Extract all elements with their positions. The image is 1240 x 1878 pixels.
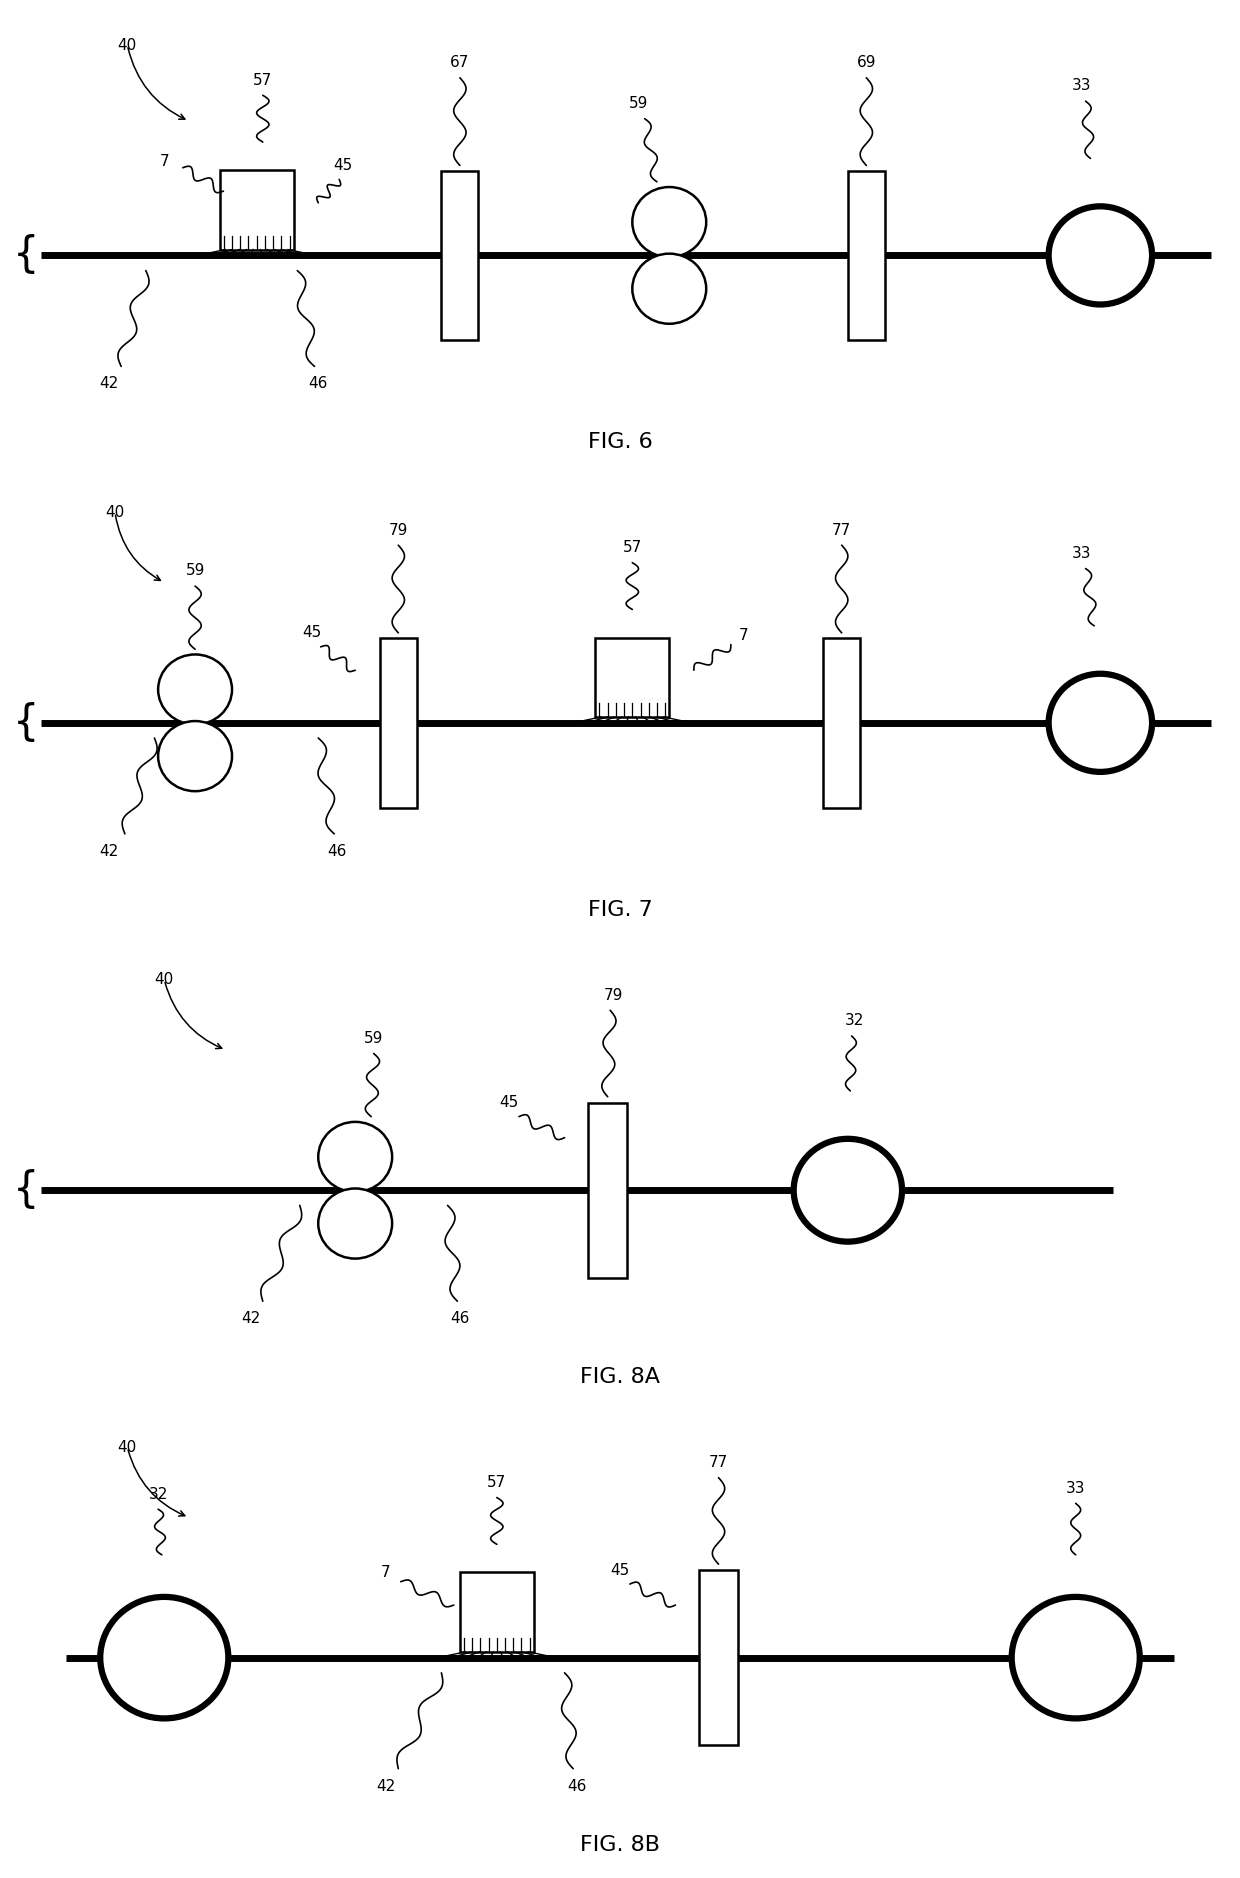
Bar: [460, 1572, 533, 1653]
Circle shape: [159, 721, 232, 791]
Text: 42: 42: [241, 1311, 260, 1326]
Text: 77: 77: [709, 1455, 728, 1470]
Text: FIG. 6: FIG. 6: [588, 432, 652, 453]
Text: 45: 45: [334, 158, 352, 173]
Text: 67: 67: [450, 54, 470, 69]
Text: FIG. 8A: FIG. 8A: [580, 1367, 660, 1388]
Text: 32: 32: [149, 1487, 167, 1502]
Text: 59: 59: [365, 1031, 383, 1046]
Bar: [379, 639, 417, 808]
Text: 57: 57: [253, 73, 273, 88]
Text: 57: 57: [622, 541, 642, 556]
Text: 33: 33: [1073, 546, 1091, 562]
Text: 57: 57: [487, 1474, 506, 1489]
Text: 40: 40: [118, 38, 136, 53]
Text: 46: 46: [327, 843, 346, 858]
Text: 79: 79: [604, 988, 624, 1003]
Text: 46: 46: [567, 1778, 587, 1793]
Circle shape: [632, 254, 707, 323]
Circle shape: [794, 1138, 901, 1241]
Text: 7: 7: [160, 154, 169, 169]
Bar: [823, 639, 861, 808]
Text: 33: 33: [1066, 1480, 1085, 1495]
Text: {: {: [14, 702, 40, 744]
Circle shape: [319, 1121, 392, 1193]
Text: 45: 45: [500, 1095, 518, 1110]
Bar: [219, 171, 294, 250]
Text: 45: 45: [610, 1562, 630, 1578]
Text: 42: 42: [377, 1778, 396, 1793]
Text: 69: 69: [857, 54, 877, 69]
Circle shape: [159, 654, 232, 725]
Text: 7: 7: [381, 1564, 391, 1579]
Bar: [595, 637, 670, 717]
Circle shape: [319, 1189, 392, 1258]
Text: {: {: [14, 235, 40, 276]
Text: 40: 40: [155, 973, 174, 988]
Bar: [441, 171, 479, 340]
Text: 45: 45: [303, 625, 321, 640]
Circle shape: [1012, 1596, 1140, 1718]
Text: 32: 32: [844, 1014, 864, 1029]
Text: 7: 7: [738, 627, 748, 642]
Text: 77: 77: [832, 522, 852, 537]
Text: 59: 59: [629, 96, 649, 111]
Text: 59: 59: [186, 563, 205, 578]
Text: 40: 40: [118, 1440, 136, 1455]
Circle shape: [1049, 674, 1152, 772]
Text: 79: 79: [388, 522, 408, 537]
Bar: [699, 1570, 738, 1745]
Text: 40: 40: [105, 505, 125, 520]
Text: FIG. 7: FIG. 7: [588, 900, 652, 920]
Circle shape: [632, 188, 707, 257]
Text: {: {: [14, 1170, 40, 1211]
Circle shape: [1049, 207, 1152, 304]
Text: 33: 33: [1073, 79, 1091, 94]
Circle shape: [100, 1596, 228, 1718]
Bar: [588, 1102, 627, 1277]
Text: 46: 46: [450, 1311, 470, 1326]
Bar: [848, 171, 885, 340]
Text: 46: 46: [309, 376, 327, 391]
Text: FIG. 8B: FIG. 8B: [580, 1835, 660, 1855]
Text: 42: 42: [99, 376, 119, 391]
Text: 42: 42: [99, 843, 119, 858]
